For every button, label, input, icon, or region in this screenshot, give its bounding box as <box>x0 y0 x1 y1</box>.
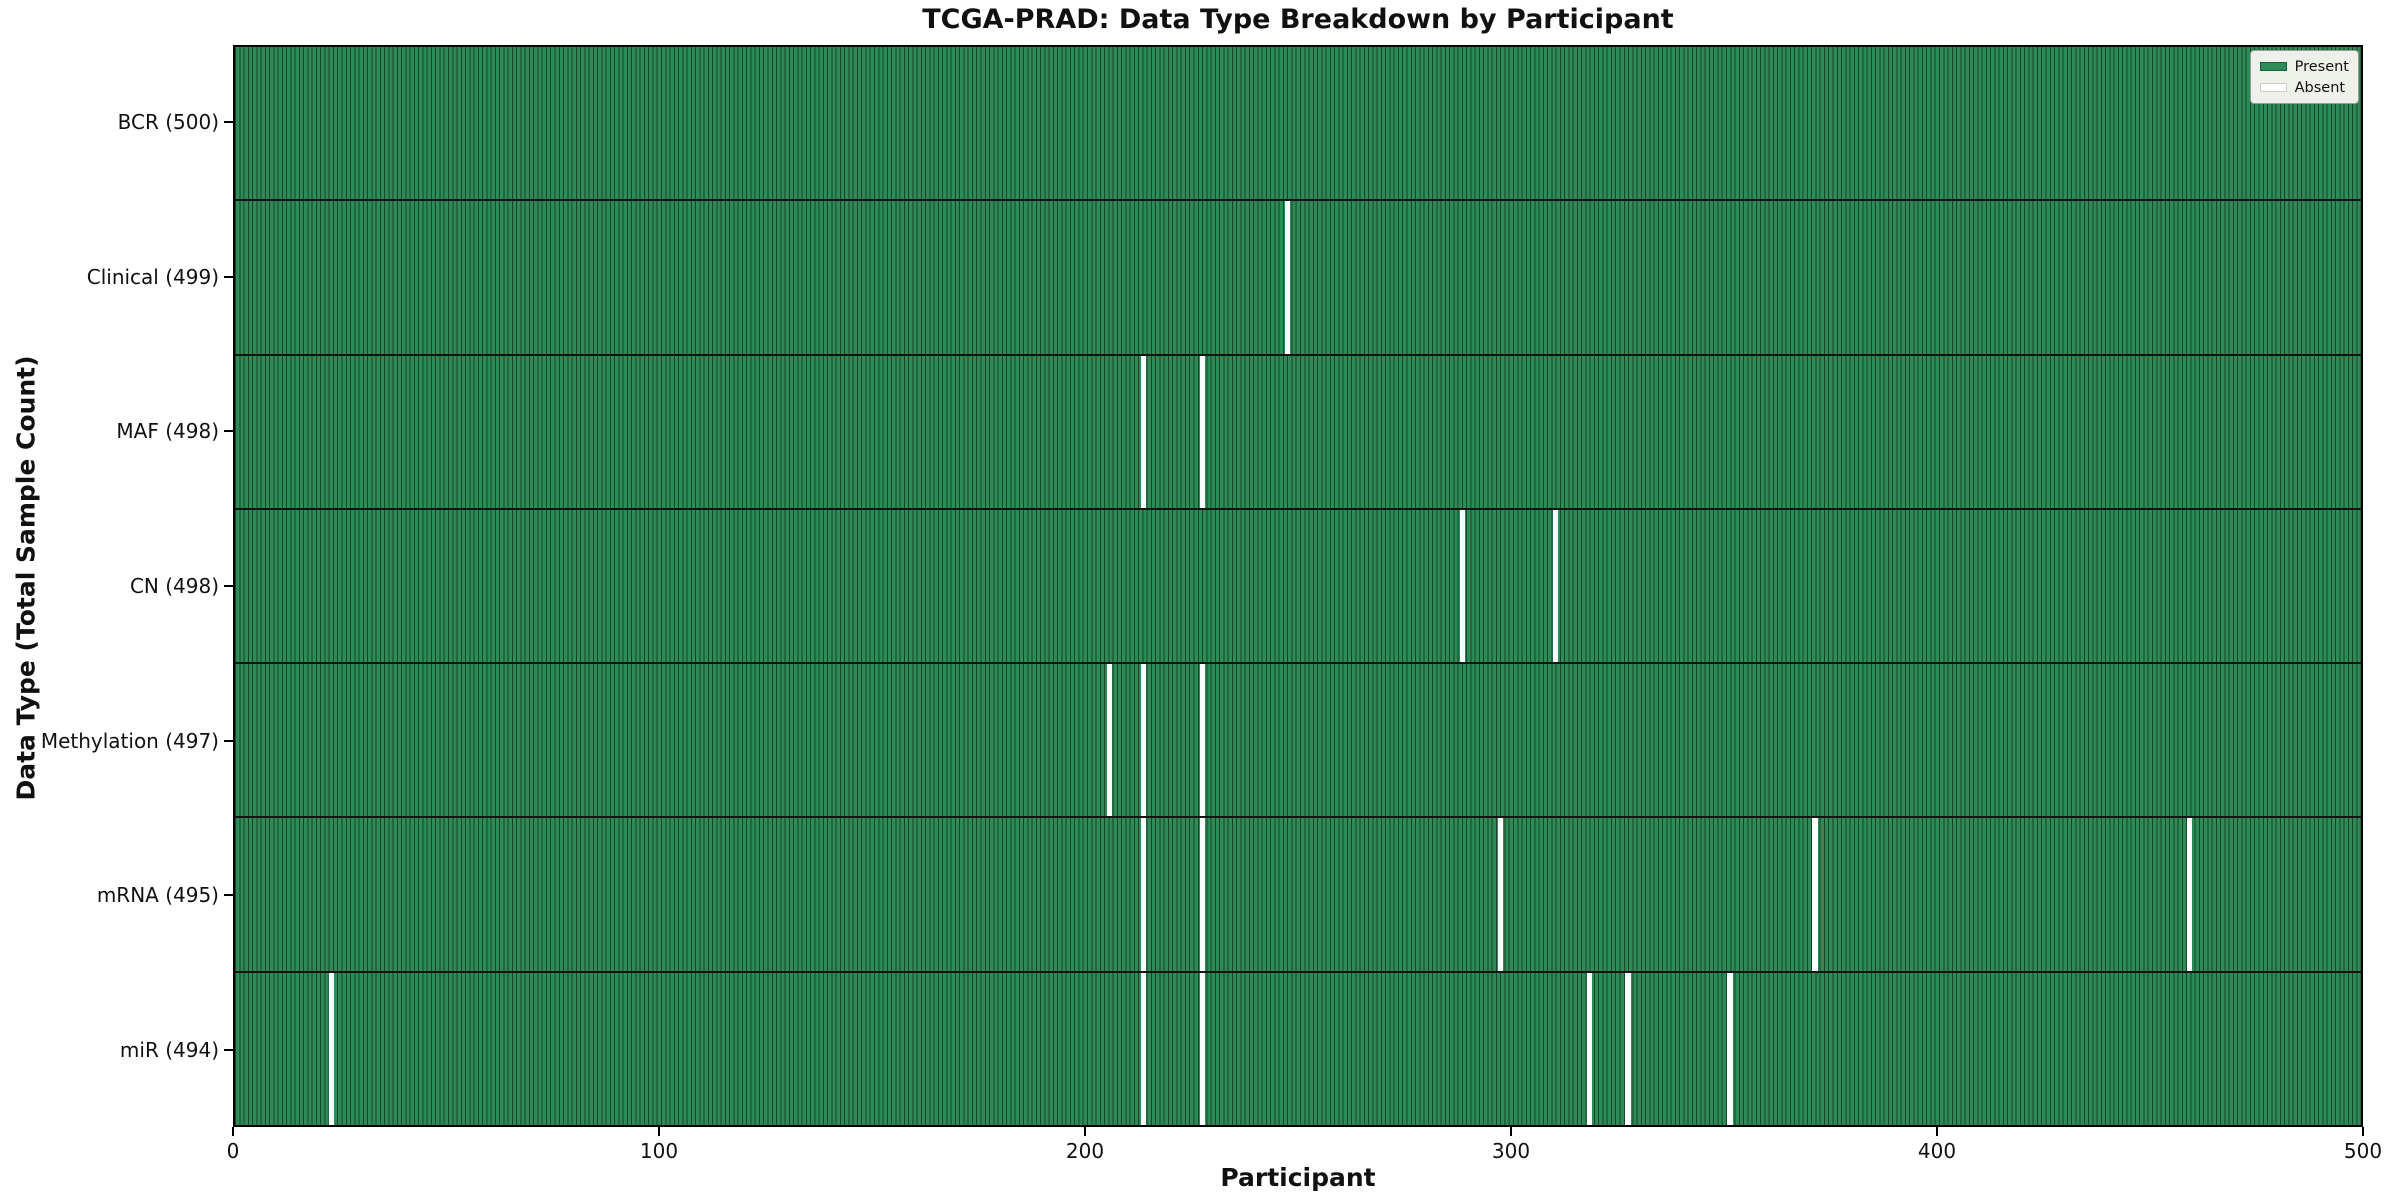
row-maf <box>235 353 2361 508</box>
absent-gap <box>1812 818 1818 971</box>
absent-gap <box>1200 818 1206 971</box>
chart-title: TCGA-PRAD: Data Type Breakdown by Partic… <box>922 4 1674 35</box>
y-tick-mark <box>224 275 233 278</box>
absent-gap <box>1200 355 1206 508</box>
absent-gap <box>1459 509 1465 663</box>
absent-gap <box>1553 509 1559 663</box>
absent-gap <box>1140 355 1146 508</box>
y-tick-mark <box>224 121 233 124</box>
y-tick-label: BCR (500) <box>117 110 219 135</box>
y-tick-label: MAF (498) <box>116 419 219 444</box>
x-axis-title: Participant <box>1220 1163 1376 1192</box>
row-methylation <box>235 662 2361 817</box>
row-mir <box>235 970 2361 1125</box>
legend-entry-absent: Absent <box>2259 77 2349 98</box>
y-tick-mark <box>224 894 233 897</box>
plot-area: Present Absent <box>233 45 2363 1127</box>
y-tick-mark <box>224 430 233 433</box>
x-tick-label: 200 <box>1065 1139 1105 1163</box>
y-tick-label: Methylation (497) <box>40 728 219 753</box>
absent-gap <box>328 972 334 1125</box>
x-axis-ticks: 0 100 200 300 400 500 <box>227 1127 2382 1167</box>
x-tick-mark <box>1084 1127 1086 1136</box>
y-tick-label: mRNA (495) <box>96 883 219 908</box>
absent-gap <box>1285 201 1291 354</box>
y-axis-ticks: BCR (500) Clinical (499) MAF (498) CN (498)… <box>0 45 233 1127</box>
rows-container <box>235 47 2361 1125</box>
absent-gap <box>1497 818 1504 971</box>
legend: Present Absent <box>2249 50 2359 104</box>
absent-gap <box>1140 664 1146 817</box>
absent-gap <box>1140 972 1146 1125</box>
absent-gap <box>1106 664 1112 817</box>
absent-gap <box>1200 664 1206 817</box>
legend-swatch-icon <box>2259 83 2287 92</box>
y-tick-mark <box>224 1048 233 1051</box>
x-tick-label: 0 <box>226 1139 240 1163</box>
x-tick-mark <box>232 1127 234 1136</box>
y-tick-label: miR (494) <box>119 1037 219 1062</box>
row-mrna <box>235 816 2361 971</box>
x-tick-mark <box>2362 1127 2364 1136</box>
legend-label: Absent <box>2294 79 2346 96</box>
x-tick-label: 100 <box>639 1139 679 1163</box>
row-bcr <box>235 47 2361 200</box>
x-tick-label: 500 <box>2343 1139 2383 1163</box>
absent-gap <box>1200 972 1206 1125</box>
x-tick-mark <box>1510 1127 1512 1136</box>
y-tick-mark <box>224 739 233 742</box>
absent-gap <box>1727 972 1733 1125</box>
y-tick-label: CN (498) <box>129 574 219 598</box>
y-tick-label: Clinical (499) <box>86 264 219 289</box>
absent-gap <box>1587 972 1593 1125</box>
legend-entry-present: Present <box>2259 56 2349 77</box>
absent-gap <box>1140 818 1146 971</box>
x-tick-label: 400 <box>1917 1139 1957 1163</box>
x-tick-mark <box>658 1127 660 1136</box>
x-tick-label: 300 <box>1491 1139 1531 1163</box>
legend-swatch-icon <box>2259 62 2287 71</box>
legend-label: Present <box>2294 58 2349 75</box>
x-tick-mark <box>1936 1127 1938 1136</box>
row-clinical <box>235 199 2361 354</box>
absent-gap <box>2186 818 2192 971</box>
absent-gap <box>1625 972 1631 1125</box>
row-cn <box>235 507 2361 663</box>
y-tick-mark <box>224 585 233 587</box>
